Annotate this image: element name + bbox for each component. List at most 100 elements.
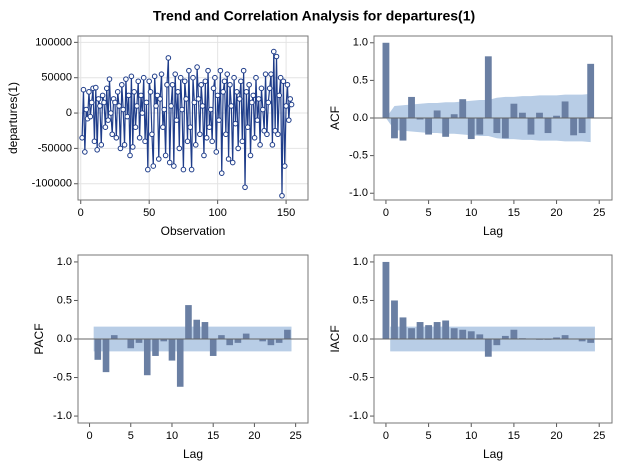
point <box>227 81 233 88</box>
point <box>160 124 166 130</box>
bar <box>382 261 390 339</box>
x-axis-label: Lag <box>183 447 203 461</box>
point <box>206 124 213 130</box>
point <box>210 85 217 92</box>
y-tick-label: 100000 <box>35 36 72 48</box>
point <box>86 89 92 95</box>
point <box>108 110 114 116</box>
point <box>201 152 207 159</box>
y-tick-label: -1.0 <box>53 410 72 422</box>
bar <box>570 118 578 136</box>
bar <box>185 305 192 339</box>
x-tick-label: 15 <box>207 430 219 442</box>
point <box>234 89 240 95</box>
x-tick-label: 15 <box>508 207 520 219</box>
y-tick-label: 1.0 <box>353 256 368 268</box>
bar <box>587 63 595 118</box>
point <box>199 103 206 109</box>
point <box>166 159 173 166</box>
point <box>239 138 246 145</box>
bar <box>553 337 560 339</box>
point <box>157 96 163 102</box>
bar <box>408 328 415 339</box>
point <box>116 103 122 109</box>
y-tick-label: -1.0 <box>349 187 368 199</box>
y-axis-label: departures(1) <box>6 82 20 154</box>
point <box>209 138 215 145</box>
point <box>262 71 269 77</box>
bar <box>425 118 433 135</box>
point <box>106 76 113 82</box>
point <box>131 89 137 95</box>
point <box>277 74 284 81</box>
y-tick-label: 1.0 <box>353 37 368 49</box>
point <box>164 81 170 88</box>
bar <box>484 56 492 118</box>
point <box>253 74 259 81</box>
plot-frame <box>77 35 309 201</box>
point <box>224 71 231 77</box>
point <box>216 117 222 123</box>
point <box>231 74 237 81</box>
bar <box>459 99 467 118</box>
point <box>161 106 168 113</box>
plot-frame <box>373 254 613 424</box>
bar <box>201 322 209 339</box>
point <box>268 71 274 77</box>
point <box>264 131 270 138</box>
point <box>212 74 218 81</box>
x-tick-label: 0 <box>383 207 389 219</box>
point <box>203 134 210 141</box>
point <box>98 142 105 148</box>
bar <box>433 110 441 118</box>
x-axis-label: Lag <box>483 224 503 238</box>
point <box>235 145 241 152</box>
point <box>254 117 261 123</box>
point <box>197 131 203 138</box>
bar <box>135 339 143 343</box>
bar <box>561 335 569 339</box>
bar <box>519 112 526 118</box>
point <box>258 85 265 92</box>
point <box>249 99 255 106</box>
point <box>124 113 131 120</box>
point <box>151 73 158 80</box>
point <box>180 166 187 173</box>
point <box>280 78 287 85</box>
point <box>283 103 289 109</box>
x-tick-label: 25 <box>593 430 605 442</box>
point <box>82 149 88 155</box>
bar <box>399 118 407 141</box>
point <box>99 92 106 99</box>
point <box>117 145 124 152</box>
point <box>138 92 144 99</box>
bar <box>433 322 441 339</box>
point <box>165 55 172 61</box>
point <box>238 78 244 85</box>
bar <box>501 118 509 139</box>
point <box>125 92 132 99</box>
point <box>186 67 192 74</box>
y-tick-label: -100000 <box>32 178 72 190</box>
bar <box>218 335 225 339</box>
point <box>143 99 150 106</box>
x-tick-label: 5 <box>426 207 432 219</box>
bar <box>127 339 135 349</box>
point <box>142 138 148 145</box>
y-tick-label: 0.5 <box>57 294 72 306</box>
x-tick-label: 0 <box>383 430 389 442</box>
point <box>91 138 98 145</box>
point <box>243 89 250 95</box>
point <box>288 101 295 108</box>
y-tick-label: -50000 <box>38 142 72 154</box>
point <box>191 99 198 106</box>
point <box>129 144 136 150</box>
x-tick-label: 150 <box>277 207 295 219</box>
bar <box>450 114 458 118</box>
point <box>175 89 181 95</box>
point <box>273 53 280 60</box>
point <box>246 81 252 88</box>
bar <box>416 322 424 339</box>
point <box>223 131 229 138</box>
